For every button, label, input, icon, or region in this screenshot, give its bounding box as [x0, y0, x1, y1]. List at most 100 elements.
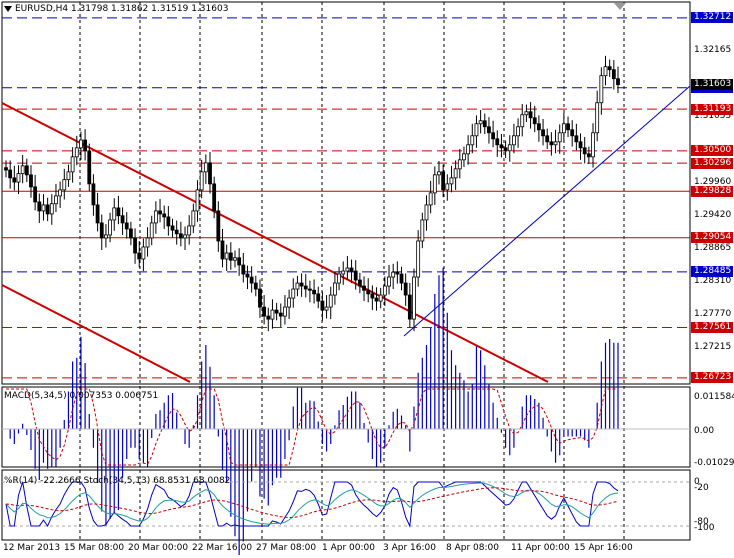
candle-body: [353, 270, 358, 281]
candle-body: [153, 210, 158, 224]
stoch-axis-label: -20: [694, 483, 709, 493]
candle-body: [220, 240, 225, 260]
price-axis-label: 1.29420: [694, 209, 732, 220]
candle-body: [441, 171, 446, 191]
candle-body: [412, 276, 416, 320]
candle-body: [495, 138, 500, 146]
candle-body: [70, 156, 75, 173]
candle-body: [424, 204, 429, 221]
candle-body: [374, 297, 379, 302]
dropdown-triangle-icon[interactable]: [4, 5, 12, 12]
time-axis-label: 20 Mar 00:00: [128, 543, 189, 553]
candle-body: [378, 294, 383, 302]
candle-body: [191, 210, 196, 227]
candle-body: [457, 159, 462, 170]
candle-body: [249, 276, 254, 284]
candle-body: [520, 114, 525, 128]
candle-body: [99, 222, 104, 239]
level-price-badge: 1.32712: [691, 12, 733, 24]
time-axis-label: 8 Apr 08:00: [446, 543, 499, 553]
candle-body: [141, 246, 146, 260]
candle-body: [237, 257, 242, 266]
level-price-badge: 1.26723: [691, 372, 733, 384]
channel-upper-line: [1, 102, 549, 383]
candle-body: [332, 282, 337, 296]
candle-body: [104, 234, 108, 239]
candle-body: [578, 141, 583, 149]
candle-body: [116, 207, 121, 217]
candle-body: [387, 276, 391, 287]
candle-body: [366, 289, 371, 295]
candle-body: [195, 189, 200, 212]
candle-body: [478, 120, 483, 125]
stoch-pane-frame: [1, 469, 691, 541]
macd-axis-label: 0.011584: [694, 392, 734, 402]
candle-body: [512, 135, 516, 146]
candle-body: [616, 78, 620, 86]
candle-body: [199, 171, 204, 191]
wpr-line: [5, 481, 619, 528]
macd-axis-label: -0.010298: [694, 458, 734, 468]
candle-body: [128, 228, 133, 239]
time-axis-label: 1 Apr 00:00: [322, 543, 375, 553]
candle-body: [462, 153, 466, 161]
candle-body: [437, 171, 441, 176]
symbol-info-text: EURUSD,H4 1.31798 1.31862 1.31519 1.3160…: [15, 4, 229, 14]
candle-body: [16, 173, 21, 183]
stoch-axis-label: 0: [694, 477, 700, 487]
candle-body: [337, 273, 341, 284]
candle-body: [382, 285, 387, 296]
candle-body: [391, 271, 396, 278]
candle-body: [54, 195, 58, 205]
candle-body: [299, 282, 304, 287]
price-axis-label: 1.27770: [694, 308, 732, 319]
candle-body: [79, 139, 83, 149]
candle-body: [362, 285, 366, 291]
candle-body: [611, 69, 616, 80]
candle-body: [133, 237, 137, 254]
candle-body: [278, 312, 283, 317]
candle-body: [561, 123, 566, 134]
candle-body: [570, 129, 575, 137]
symbol-info: EURUSD,H4 1.31798 1.31862 1.31519 1.3160…: [4, 4, 228, 14]
macd-signal-line: [6, 388, 618, 466]
time-axis-label: 3 Apr 16:00: [383, 543, 436, 553]
candle-body: [557, 132, 562, 143]
candle-body: [258, 288, 262, 308]
time-axis-label: 15 Apr 16:00: [574, 543, 633, 553]
time-axis-label: 27 Mar 08:00: [256, 543, 317, 553]
price-axis-label: 1.28310: [694, 276, 732, 287]
candle-body: [536, 123, 541, 131]
candle-body: [83, 139, 88, 152]
candle-body: [62, 179, 67, 191]
candle-body: [503, 147, 508, 152]
candle-body: [482, 120, 487, 128]
candle-body: [241, 264, 246, 275]
candle-body: [74, 147, 79, 158]
candle-body: [149, 222, 154, 239]
candle-body: [8, 169, 13, 179]
candle-body: [549, 141, 554, 146]
candle-body: [208, 162, 212, 185]
candle-body: [203, 162, 208, 173]
candle-body: [45, 204, 50, 215]
candle-body: [516, 126, 520, 137]
candle-body: [87, 150, 92, 185]
candle-body: [403, 282, 408, 296]
candle-body: [341, 270, 346, 275]
price-axis-label: 1.27215: [694, 342, 732, 353]
candle-body: [245, 273, 250, 278]
candle-body: [262, 306, 267, 317]
candle-body: [574, 135, 579, 143]
candle-body: [33, 186, 38, 203]
time-axis-label: 15 Mar 08:00: [64, 543, 125, 553]
level-price-badge: 1.29828: [691, 185, 733, 197]
stoch-signal-line: [5, 487, 619, 519]
price-axis-label: 1.31055: [694, 111, 732, 122]
candle-body: [270, 309, 275, 320]
candle-body: [449, 177, 454, 185]
candle-body: [487, 126, 491, 134]
main-pane-frame: [1, 1, 691, 385]
